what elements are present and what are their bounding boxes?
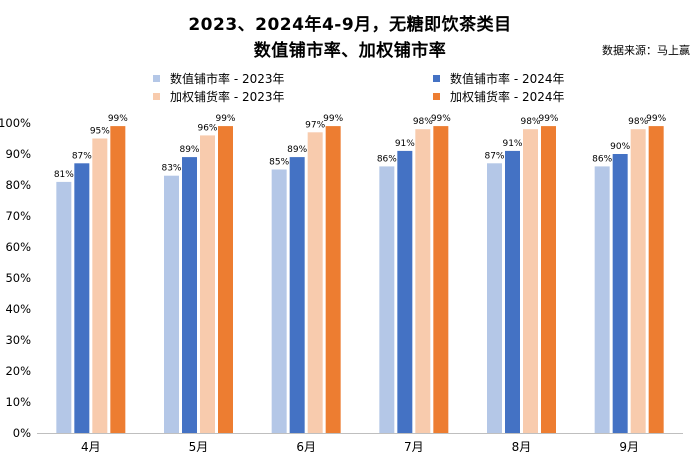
legend-label-weighted-2024: 加权铺货率 - 2024年 (450, 90, 565, 104)
data-label-numeric-2024: 89% (179, 145, 199, 155)
bar-numeric-2023 (56, 181, 72, 433)
y-tick-label: 60% (5, 240, 31, 254)
legend-swatch-numeric-2024 (433, 75, 440, 82)
bar-numeric-2024 (397, 150, 413, 433)
y-tick-label: 10% (5, 395, 31, 409)
data-label-numeric-2023: 86% (592, 154, 612, 164)
y-tick-label: 20% (5, 364, 31, 378)
data-label-weighted-2024: 99% (108, 114, 128, 124)
bar-numeric-2024 (612, 154, 628, 433)
data-label-weighted-2024: 99% (646, 114, 666, 124)
data-label-numeric-2024: 91% (395, 139, 415, 149)
data-source-note: 数据来源：马上赢 (602, 44, 690, 57)
data-label-numeric-2024: 90% (610, 142, 630, 152)
y-tick-label: 70% (5, 209, 31, 223)
data-label-numeric-2023: 83% (161, 164, 181, 174)
y-tick-label: 0% (13, 426, 31, 440)
bar-numeric-2023 (271, 169, 287, 433)
y-tick-label: 50% (5, 271, 31, 285)
data-label-weighted-2024: 99% (215, 114, 235, 124)
legend-item-numeric-2023: 数值铺市率 - 2023年 (153, 70, 285, 87)
legend-item-numeric-2024: 数值铺市率 - 2024年 (433, 70, 565, 87)
bar-weighted-2024 (433, 126, 449, 433)
legend-item-weighted-2024: 加权铺货率 - 2024年 (433, 88, 565, 105)
bar-weighted-2023 (415, 129, 431, 433)
x-tick-label: 9月 (619, 440, 639, 454)
bar-weighted-2024 (648, 126, 664, 433)
x-tick-label: 8月 (512, 440, 532, 454)
data-label-numeric-2024: 87% (72, 151, 92, 161)
bar-weighted-2023 (630, 129, 646, 433)
data-label-weighted-2023: 98% (413, 117, 433, 127)
y-tick-label: 100% (0, 116, 31, 130)
bar-weighted-2023 (200, 135, 215, 433)
bar-numeric-2024 (182, 157, 197, 433)
data-label-numeric-2024: 91% (502, 139, 522, 149)
bar-numeric-2024 (74, 163, 90, 434)
legend-label-numeric-2024: 数值铺市率 - 2024年 (450, 72, 565, 86)
data-label-numeric-2024: 89% (287, 145, 307, 155)
data-label-numeric-2023: 86% (377, 154, 397, 164)
data-label-numeric-2023: 87% (484, 151, 504, 161)
x-tick-label: 7月 (404, 440, 424, 454)
legend-swatch-weighted-2023 (153, 93, 160, 100)
bar-weighted-2023 (92, 138, 108, 433)
data-label-numeric-2023: 85% (269, 158, 289, 168)
y-tick-label: 90% (5, 147, 31, 161)
bar-weighted-2024 (325, 126, 341, 433)
data-label-weighted-2024: 99% (431, 114, 451, 124)
data-label-weighted-2024: 99% (538, 114, 558, 124)
x-tick-label: 6月 (296, 440, 316, 454)
data-label-weighted-2023: 96% (197, 123, 217, 133)
data-label-weighted-2023: 97% (305, 120, 325, 130)
y-tick-label: 40% (5, 302, 31, 316)
y-tick-label: 30% (5, 333, 31, 347)
data-label-weighted-2023: 98% (520, 117, 540, 127)
data-label-weighted-2024: 99% (323, 114, 343, 124)
legend-swatch-numeric-2023 (153, 75, 160, 82)
x-tick-label: 5月 (189, 440, 209, 454)
data-label-numeric-2023: 81% (54, 170, 74, 180)
legend-label-numeric-2023: 数值铺市率 - 2023年 (170, 72, 285, 86)
bar-numeric-2023 (487, 163, 502, 434)
bar-weighted-2024 (541, 126, 556, 433)
chart-title-line-2: 数值铺市率、加权铺市率 (253, 41, 447, 61)
bar-numeric-2023 (594, 166, 610, 433)
data-label-weighted-2023: 98% (628, 117, 648, 127)
legend-swatch-weighted-2024 (433, 93, 440, 100)
bar-numeric-2024 (289, 157, 305, 433)
bar-weighted-2023 (523, 129, 538, 433)
bar-numeric-2024 (505, 150, 520, 433)
bar-weighted-2023 (307, 132, 323, 434)
chart-title-line-1: 2023、2024年4-9月，无糖即饮茶类目 (188, 15, 512, 35)
bar-weighted-2024 (218, 126, 233, 433)
bar-numeric-2023 (164, 175, 179, 433)
data-label-weighted-2023: 95% (90, 127, 110, 137)
legend-item-weighted-2023: 加权铺货率 - 2023年 (153, 88, 285, 105)
bar-numeric-2023 (379, 166, 395, 433)
bar-weighted-2024 (110, 126, 126, 433)
legend-label-weighted-2023: 加权铺货率 - 2023年 (170, 90, 285, 104)
x-tick-label: 4月 (81, 440, 101, 454)
y-tick-label: 80% (5, 178, 31, 192)
